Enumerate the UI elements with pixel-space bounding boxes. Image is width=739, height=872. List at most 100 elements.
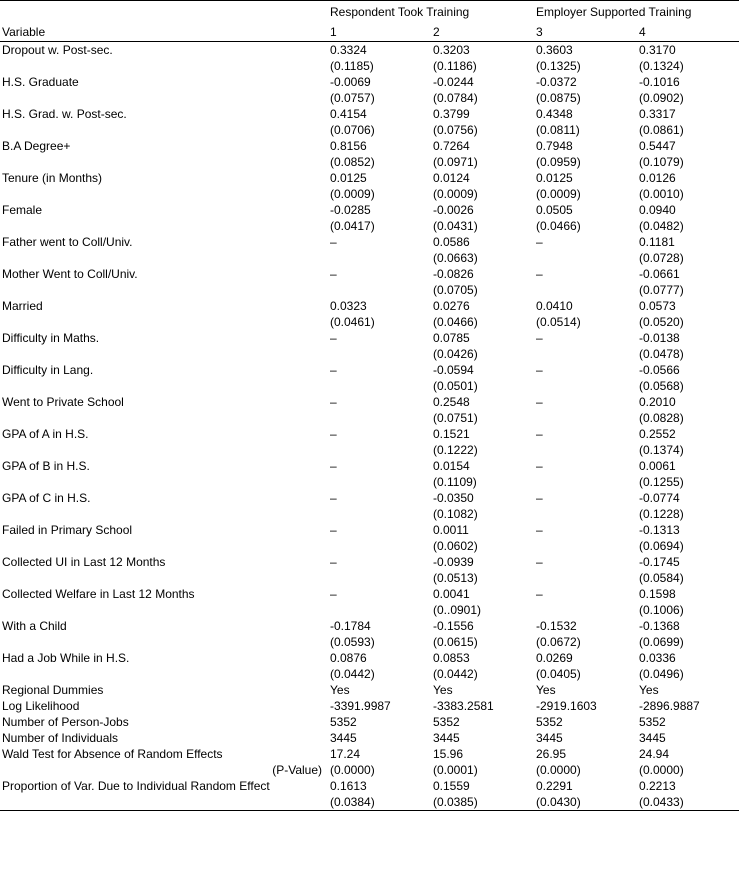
table-row: Failed in Primary School–0.0011–-0.1313 [0, 522, 739, 538]
data-cell: – [328, 330, 431, 346]
summary-row: Log Likelihood-3391.9987-3383.2581-2919.… [0, 698, 739, 714]
header-col-3: 3 [534, 21, 637, 42]
data-cell: (0.0756) [431, 122, 534, 138]
table-row: GPA of A in H.S.–0.1521–0.2552 [0, 426, 739, 442]
data-cell: 0.2548 [431, 394, 534, 410]
table-row: (0.0663)(0.0728) [0, 250, 739, 266]
data-cell: – [534, 554, 637, 570]
data-cell: 0.2010 [637, 394, 739, 410]
data-cell: (0.0852) [328, 154, 431, 170]
variable-label: Mother Went to Coll/Univ. [0, 266, 328, 282]
summary-cell: 5352 [534, 714, 637, 730]
table-row: Difficulty in Lang.–-0.0594–-0.0566 [0, 362, 739, 378]
data-cell: (0.0811) [534, 122, 637, 138]
summary-cell: -2919.1603 [534, 698, 637, 714]
variable-label [0, 346, 328, 362]
data-cell: – [534, 234, 637, 250]
summary-cell: 24.94 [637, 746, 739, 762]
data-cell: – [328, 362, 431, 378]
variable-label: GPA of A in H.S. [0, 426, 328, 442]
data-cell: -0.1532 [534, 618, 637, 634]
data-cell: (0.0461) [328, 314, 431, 330]
variable-label: Difficulty in Maths. [0, 330, 328, 346]
data-cell: (0.0971) [431, 154, 534, 170]
table-row: (0.0852)(0.0971)(0.0959)(0.1079) [0, 154, 739, 170]
table-row: Dropout w. Post-sec.0.33240.32030.36030.… [0, 42, 739, 59]
data-cell: (0.0694) [637, 538, 739, 554]
summary-cell: (0.0433) [637, 794, 739, 811]
data-cell: (0.0501) [431, 378, 534, 394]
data-cell [534, 410, 637, 426]
data-cell: (0.0442) [328, 666, 431, 682]
data-cell: (0.0513) [431, 570, 534, 586]
variable-label: H.S. Graduate [0, 74, 328, 90]
summary-cell: Yes [534, 682, 637, 698]
summary-cell: 3445 [637, 730, 739, 746]
summary-cell: 0.1613 [328, 778, 431, 794]
data-cell: (0.0615) [431, 634, 534, 650]
table-row: GPA of B in H.S.–0.0154–0.0061 [0, 458, 739, 474]
summary-cell: 3445 [328, 730, 431, 746]
variable-label: Collected UI in Last 12 Months [0, 554, 328, 570]
summary-cell: 0.1559 [431, 778, 534, 794]
data-cell: 0.7264 [431, 138, 534, 154]
data-cell [534, 378, 637, 394]
table-row: (0.0417)(0.0431)(0.0466)(0.0482) [0, 218, 739, 234]
table-row: Female-0.0285-0.00260.05050.0940 [0, 202, 739, 218]
data-cell: (0.1374) [637, 442, 739, 458]
data-cell: 0.5447 [637, 138, 739, 154]
data-cell: – [534, 458, 637, 474]
table-row: (0.0705)(0.0777) [0, 282, 739, 298]
data-cell: 0.0323 [328, 298, 431, 314]
data-cell: – [328, 522, 431, 538]
data-cell: (0.0478) [637, 346, 739, 362]
data-cell: (0.0757) [328, 90, 431, 106]
data-cell: (0..0901) [431, 602, 534, 618]
data-cell: 0.3203 [431, 42, 534, 59]
summary-cell: 26.95 [534, 746, 637, 762]
table-row: Married0.03230.02760.04100.0573 [0, 298, 739, 314]
summary-row: Wald Test for Absence of Random Effects1… [0, 746, 739, 762]
summary-row: (P-Value)(0.0000)(0.0001)(0.0000)(0.0000… [0, 762, 739, 778]
variable-label [0, 58, 328, 74]
data-cell [328, 442, 431, 458]
table-row: (0.0009)(0.0009)(0.0009)(0.0010) [0, 186, 739, 202]
data-cell: – [328, 234, 431, 250]
variable-label [0, 634, 328, 650]
table-row: (0.0751)(0.0828) [0, 410, 739, 426]
table-row: (0..0901)(0.1006) [0, 602, 739, 618]
variable-label [0, 218, 328, 234]
summary-row: Proportion of Var. Due to Individual Ran… [0, 778, 739, 794]
data-cell: -0.0594 [431, 362, 534, 378]
data-cell: -0.0244 [431, 74, 534, 90]
table-row: (0.1222)(0.1374) [0, 442, 739, 458]
data-cell: (0.0602) [431, 538, 534, 554]
data-cell: 0.0853 [431, 650, 534, 666]
data-cell: (0.0009) [431, 186, 534, 202]
data-cell: (0.0009) [328, 186, 431, 202]
summary-cell: Yes [431, 682, 534, 698]
variable-label [0, 250, 328, 266]
variable-label [0, 186, 328, 202]
header-col-2: 2 [431, 21, 534, 42]
data-cell: -0.0661 [637, 266, 739, 282]
summary-row: (0.0384)(0.0385)(0.0430)(0.0433) [0, 794, 739, 811]
table-row: (0.0757)(0.0784)(0.0875)(0.0902) [0, 90, 739, 106]
data-cell: 0.0586 [431, 234, 534, 250]
data-cell: – [534, 330, 637, 346]
variable-label: Went to Private School [0, 394, 328, 410]
data-cell: (0.0417) [328, 218, 431, 234]
data-cell [328, 346, 431, 362]
data-cell: – [534, 426, 637, 442]
summary-cell: (0.0430) [534, 794, 637, 811]
data-cell: (0.0009) [534, 186, 637, 202]
table-row: (0.1185)(0.1186)(0.1325)(0.1324) [0, 58, 739, 74]
data-cell: -0.1313 [637, 522, 739, 538]
data-cell: (0.1186) [431, 58, 534, 74]
summary-label: Regional Dummies [0, 682, 328, 698]
data-cell: -0.1784 [328, 618, 431, 634]
table-row: (0.0442)(0.0442)(0.0405)(0.0496) [0, 666, 739, 682]
summary-cell: 15.96 [431, 746, 534, 762]
table-row: (0.0593)(0.0615)(0.0672)(0.0699) [0, 634, 739, 650]
data-cell: (0.0751) [431, 410, 534, 426]
